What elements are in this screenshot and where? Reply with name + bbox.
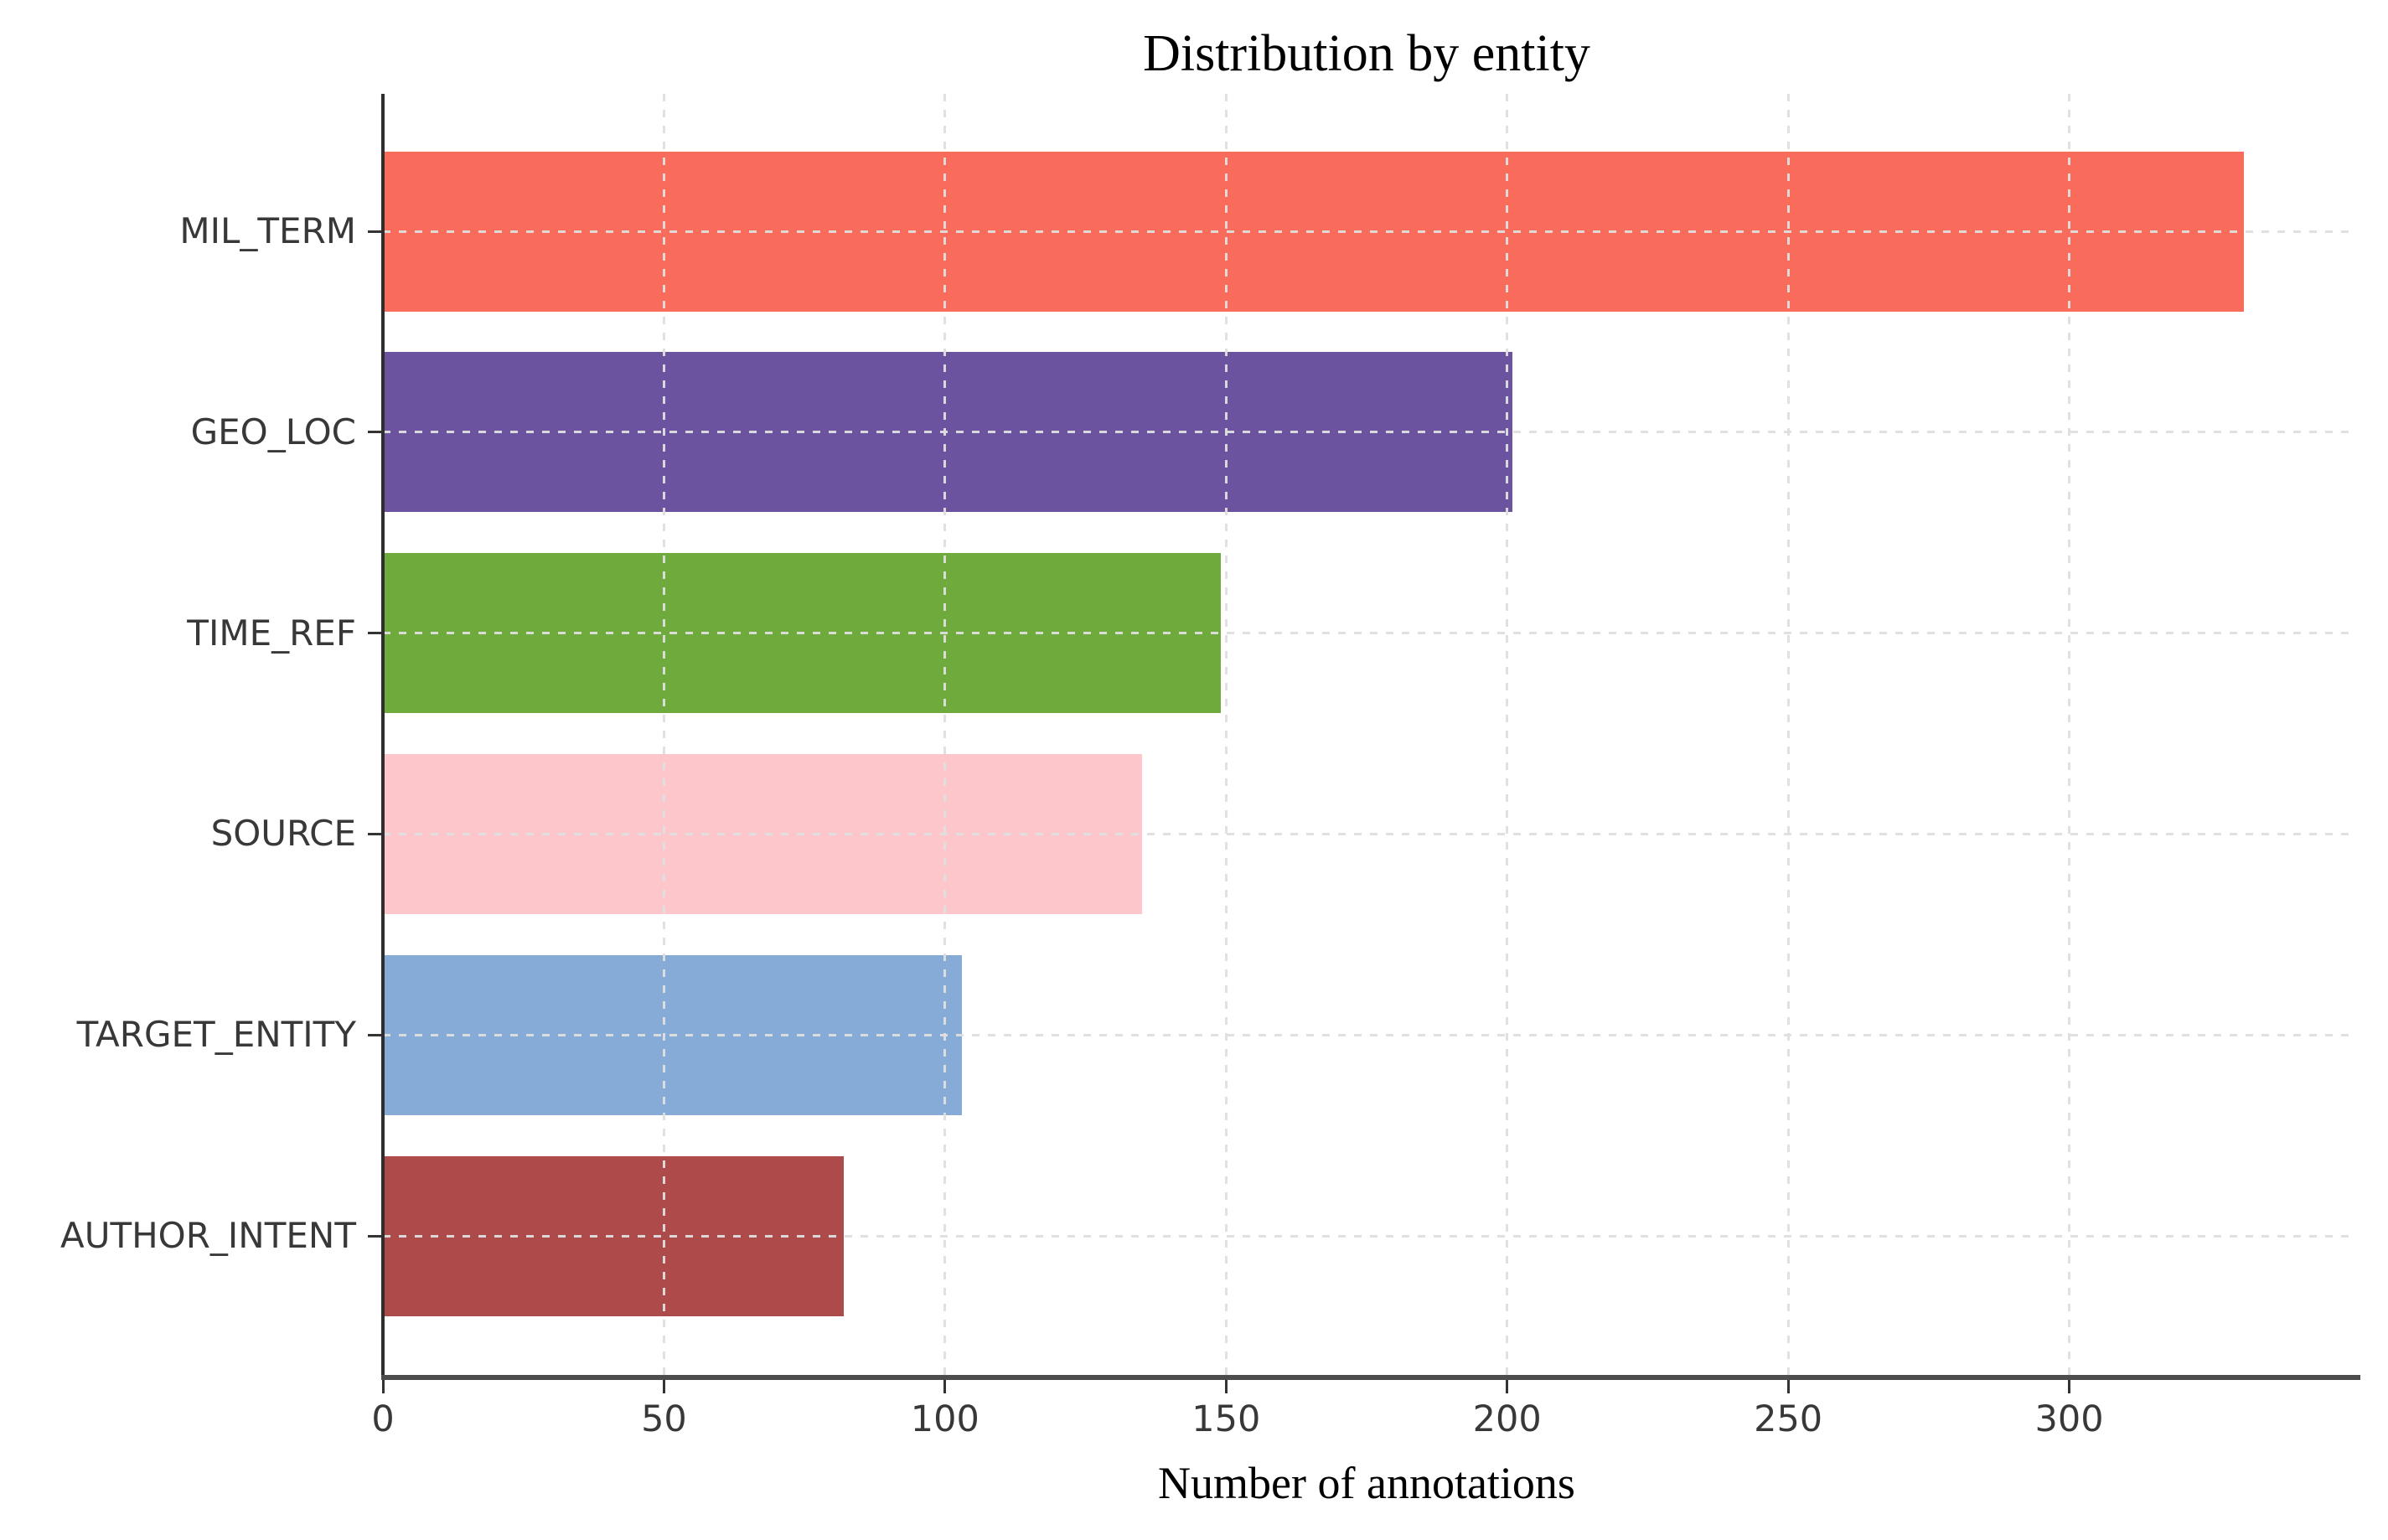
y-tick-mark-author_intent [368,1234,381,1238]
x-tick-mark-250 [1786,1380,1790,1393]
x-tick-label-200: 200 [1472,1398,1542,1440]
y-tick-mark-source [368,832,381,835]
y-tick-label-target_entity: TARGET_ENTITY [76,1014,356,1056]
x-tick-label-300: 300 [2034,1398,2104,1440]
x-tick-mark-50 [662,1380,665,1393]
x-tick-mark-300 [2068,1380,2071,1393]
gridline-x-250 [1786,94,1790,1377]
y-tick-label-geo_loc: GEO_LOC [190,411,356,452]
x-tick-mark-150 [1224,1380,1228,1393]
gridline-x-300 [2068,94,2071,1377]
y-tick-label-mil_term: MIL_TERM [179,210,356,251]
y-tick-mark-target_entity [368,1033,381,1036]
chart-title: Distribution by entity [1143,25,1590,82]
x-tick-label-0: 0 [371,1398,395,1440]
y-tick-mark-mil_term [368,230,381,233]
y-tick-mark-geo_loc [368,431,381,434]
gridline-x-150 [1224,94,1228,1377]
x-tick-label-50: 50 [641,1398,687,1440]
x-axis-label: Number of annotations [1158,1458,1575,1508]
x-tick-label-150: 150 [1191,1398,1261,1440]
y-tick-label-author_intent: AUTHOR_INTENT [59,1215,356,1256]
x-tick-mark-200 [1506,1380,1509,1393]
gridline-x-200 [1506,94,1509,1377]
y-tick-label-source: SOURCE [210,813,356,855]
gridline-x-100 [943,94,947,1377]
y-axis-spine [381,94,385,1380]
x-tick-label-250: 250 [1754,1398,1823,1440]
gridline-y-geo_loc [383,431,2350,434]
x-tick-mark-100 [943,1380,947,1393]
gridline-y-target_entity [383,1033,2350,1036]
gridline-x-50 [662,94,665,1377]
gridline-y-mil_term [383,230,2350,233]
gridline-y-source [383,832,2350,835]
y-tick-mark-time_ref [368,632,381,635]
x-tick-label-100: 100 [910,1398,979,1440]
y-tick-label-time_ref: TIME_REF [187,612,356,654]
gridline-y-time_ref [383,632,2350,635]
x-axis-spine [381,1375,2360,1380]
gridline-y-author_intent [383,1234,2350,1238]
x-tick-mark-0 [381,1380,385,1393]
